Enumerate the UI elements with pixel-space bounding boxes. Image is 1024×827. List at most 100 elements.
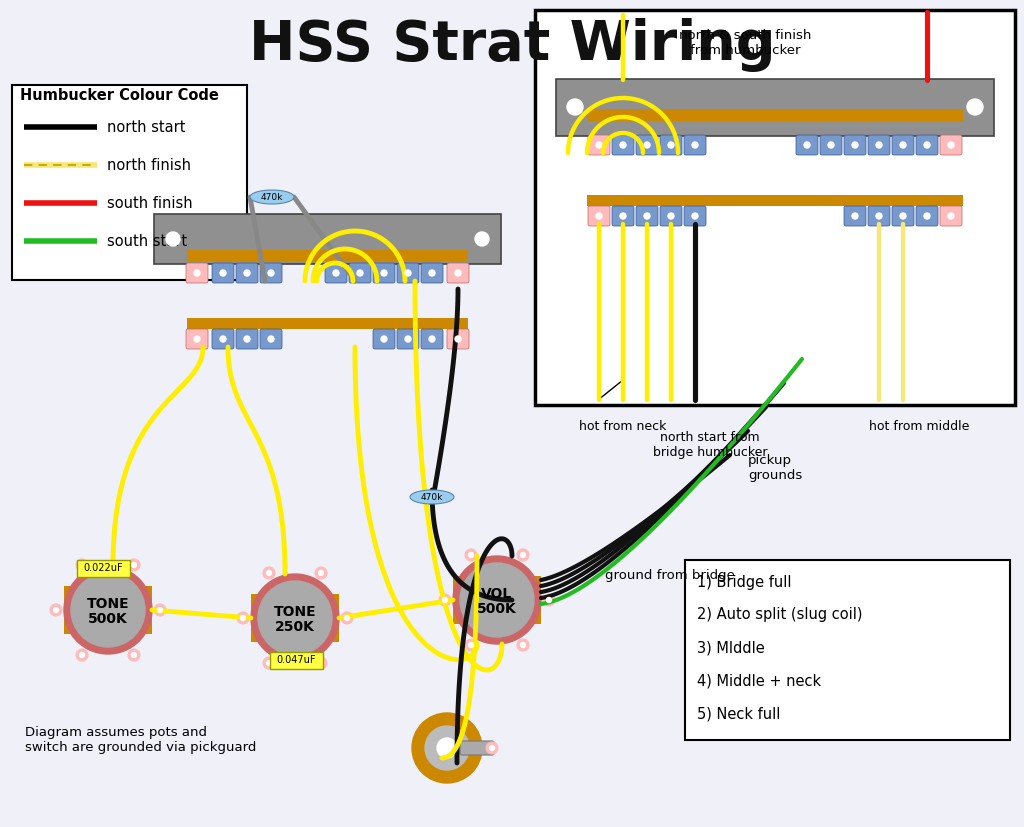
FancyBboxPatch shape <box>260 263 282 283</box>
Circle shape <box>166 232 180 246</box>
Text: north finish: north finish <box>106 157 191 173</box>
Circle shape <box>517 639 529 651</box>
FancyBboxPatch shape <box>260 329 282 349</box>
Text: TONE: TONE <box>87 597 129 611</box>
Circle shape <box>948 142 954 148</box>
Text: north & south finish
from humbucker: north & south finish from humbucker <box>679 29 811 57</box>
Circle shape <box>80 653 85 657</box>
Circle shape <box>220 270 226 276</box>
FancyBboxPatch shape <box>349 263 371 283</box>
Text: Humbucker Colour Code: Humbucker Colour Code <box>20 88 219 103</box>
FancyBboxPatch shape <box>636 135 658 155</box>
Circle shape <box>381 336 387 342</box>
FancyBboxPatch shape <box>453 576 541 624</box>
Circle shape <box>258 581 332 655</box>
FancyBboxPatch shape <box>660 206 682 226</box>
Circle shape <box>437 738 457 758</box>
Circle shape <box>520 552 525 557</box>
FancyBboxPatch shape <box>397 329 419 349</box>
Circle shape <box>80 562 85 567</box>
FancyBboxPatch shape <box>421 263 443 283</box>
Circle shape <box>876 213 882 219</box>
FancyBboxPatch shape <box>447 263 469 283</box>
Text: north start from
bridge humbucker: north start from bridge humbucker <box>652 431 767 459</box>
Circle shape <box>128 559 140 571</box>
FancyBboxPatch shape <box>587 109 963 121</box>
Circle shape <box>486 742 498 754</box>
Circle shape <box>406 270 411 276</box>
Circle shape <box>668 142 674 148</box>
Circle shape <box>241 615 246 620</box>
Circle shape <box>263 657 275 669</box>
Circle shape <box>220 336 226 342</box>
FancyBboxPatch shape <box>916 206 938 226</box>
FancyBboxPatch shape <box>251 594 339 642</box>
FancyBboxPatch shape <box>447 329 469 349</box>
FancyBboxPatch shape <box>212 263 234 283</box>
Circle shape <box>453 556 541 644</box>
FancyBboxPatch shape <box>796 135 818 155</box>
Text: 0.022uF: 0.022uF <box>83 563 123 573</box>
Circle shape <box>644 213 650 219</box>
Circle shape <box>266 661 271 666</box>
FancyBboxPatch shape <box>868 135 890 155</box>
Circle shape <box>315 657 327 669</box>
Circle shape <box>341 612 353 624</box>
FancyBboxPatch shape <box>660 135 682 155</box>
Circle shape <box>429 270 435 276</box>
FancyBboxPatch shape <box>186 263 208 283</box>
FancyBboxPatch shape <box>397 263 419 283</box>
Circle shape <box>852 142 858 148</box>
Circle shape <box>315 567 327 579</box>
FancyBboxPatch shape <box>820 135 842 155</box>
Circle shape <box>596 213 602 219</box>
Circle shape <box>828 142 834 148</box>
Circle shape <box>620 213 626 219</box>
Text: Diagram assumes pots and
switch are grounded via pickguard: Diagram assumes pots and switch are grou… <box>25 726 256 754</box>
Circle shape <box>333 270 339 276</box>
Circle shape <box>425 726 469 770</box>
Text: 2) Auto split (slug coil): 2) Auto split (slug coil) <box>697 608 862 623</box>
Circle shape <box>76 649 88 661</box>
Circle shape <box>268 336 274 342</box>
Circle shape <box>251 574 339 662</box>
Circle shape <box>429 336 435 342</box>
FancyBboxPatch shape <box>588 135 610 155</box>
Circle shape <box>244 270 250 276</box>
FancyBboxPatch shape <box>684 206 706 226</box>
Circle shape <box>318 661 324 666</box>
Text: hot from middle: hot from middle <box>868 420 969 433</box>
Text: 500K: 500K <box>88 612 128 626</box>
FancyBboxPatch shape <box>460 741 494 755</box>
Circle shape <box>620 142 626 148</box>
Circle shape <box>465 639 477 651</box>
FancyBboxPatch shape <box>12 85 247 280</box>
Circle shape <box>547 597 552 603</box>
Circle shape <box>475 232 489 246</box>
Circle shape <box>967 99 983 115</box>
FancyBboxPatch shape <box>940 135 962 155</box>
Circle shape <box>644 142 650 148</box>
Circle shape <box>924 213 930 219</box>
Circle shape <box>455 270 461 276</box>
Circle shape <box>924 142 930 148</box>
FancyBboxPatch shape <box>612 206 634 226</box>
FancyBboxPatch shape <box>187 250 468 261</box>
Circle shape <box>900 142 906 148</box>
Circle shape <box>131 653 136 657</box>
Circle shape <box>668 213 674 219</box>
Text: ground from bridge: ground from bridge <box>605 568 735 581</box>
Circle shape <box>520 643 525 648</box>
FancyBboxPatch shape <box>685 560 1010 740</box>
Circle shape <box>194 270 200 276</box>
Polygon shape <box>410 490 454 504</box>
Circle shape <box>76 559 88 571</box>
Circle shape <box>406 336 411 342</box>
Circle shape <box>804 142 810 148</box>
Circle shape <box>596 142 602 148</box>
FancyBboxPatch shape <box>154 214 501 264</box>
Text: 5) Neck full: 5) Neck full <box>697 706 780 721</box>
FancyBboxPatch shape <box>421 329 443 349</box>
Text: south finish: south finish <box>106 195 193 211</box>
FancyBboxPatch shape <box>916 135 938 155</box>
